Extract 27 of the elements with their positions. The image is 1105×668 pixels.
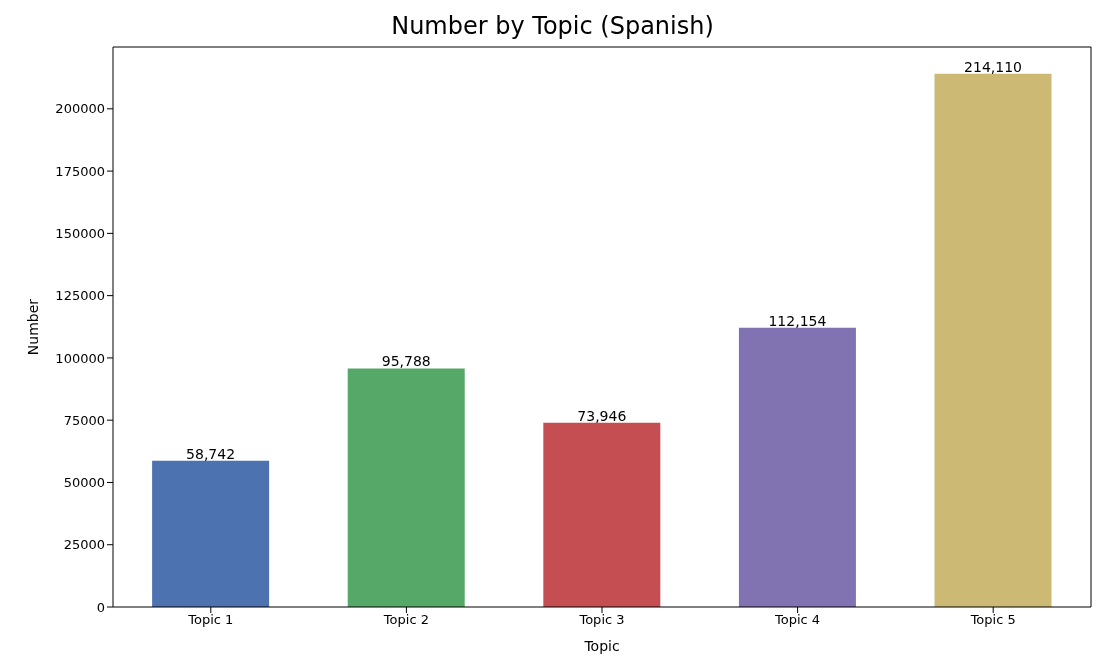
bar bbox=[543, 422, 661, 607]
x-tick-label: Topic 4 bbox=[774, 612, 821, 628]
y-tick-label: 175000 bbox=[55, 163, 105, 179]
y-tick-label: 150000 bbox=[55, 225, 105, 241]
y-tick-label: 125000 bbox=[55, 288, 105, 304]
data-label: 73,946 bbox=[577, 407, 627, 424]
y-axis-title: Number bbox=[24, 298, 41, 356]
x-axis-title: Topic bbox=[583, 638, 620, 654]
y-tick-label: 50000 bbox=[63, 475, 105, 491]
y-tick-label: 75000 bbox=[63, 412, 105, 428]
y-tick-label: 25000 bbox=[63, 537, 105, 553]
y-tick-label: 100000 bbox=[55, 350, 105, 366]
y-tick-label: 200000 bbox=[55, 101, 105, 117]
bar bbox=[152, 460, 270, 607]
bar bbox=[934, 73, 1052, 607]
x-tick-label: Topic 2 bbox=[382, 612, 429, 628]
x-tick-label: Topic 3 bbox=[578, 612, 625, 628]
data-label: 214,110 bbox=[964, 58, 1022, 75]
data-label: 58,742 bbox=[186, 445, 236, 462]
x-tick-label: Topic 5 bbox=[969, 612, 1016, 628]
bar bbox=[347, 368, 465, 607]
data-label: 112,154 bbox=[768, 312, 827, 329]
x-tick-label: Topic 1 bbox=[187, 612, 234, 628]
bar bbox=[738, 327, 856, 607]
y-tick-label: 0 bbox=[96, 599, 105, 615]
data-label: 95,788 bbox=[381, 353, 431, 370]
chart-title: Number by Topic (Spanish) bbox=[390, 11, 715, 42]
